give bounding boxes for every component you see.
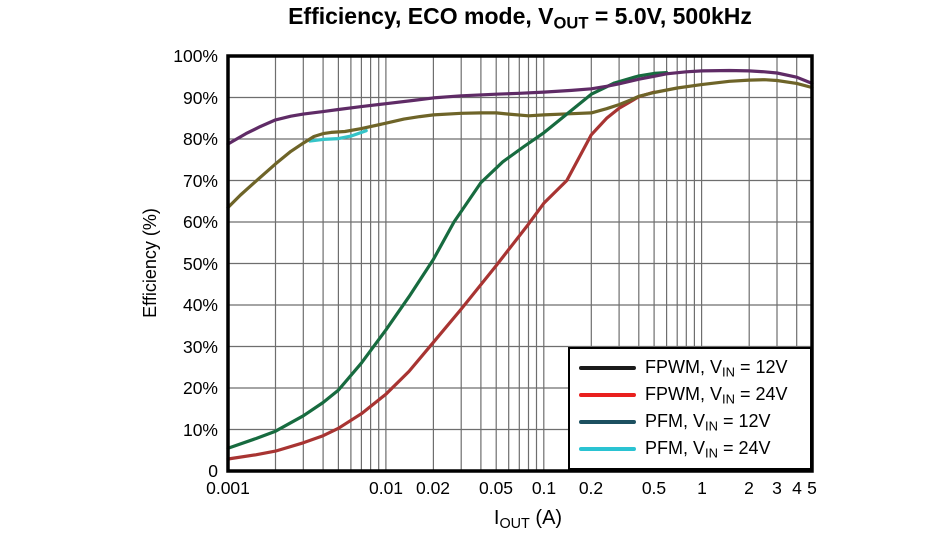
x-tick-label: 4 xyxy=(792,478,802,498)
chart-title-text-2: = 5.0V, 500kHz xyxy=(588,3,752,29)
y-tick-label: 10% xyxy=(182,420,218,440)
legend-line-swatch-icon xyxy=(579,447,636,451)
legend-item: FPWM, VIN = 12V xyxy=(579,355,810,382)
x-axis-label-subscript: OUT xyxy=(499,516,530,533)
y-tick-label: 80% xyxy=(182,129,218,149)
x-tick-label: 2 xyxy=(744,478,754,498)
series-line xyxy=(308,129,368,143)
chart-title: Efficiency, ECO mode, VOUT = 5.0V, 500kH… xyxy=(228,3,812,34)
legend-label: PFM, VIN = 12V xyxy=(645,410,771,434)
legend-label: PFM, VIN = 24V xyxy=(645,437,771,461)
x-axis-label-text: I xyxy=(493,507,500,529)
x-axis-label: IOUT (A) xyxy=(428,505,628,537)
x-tick-label: 0.5 xyxy=(641,478,667,498)
y-tick-label: 30% xyxy=(182,337,218,357)
chart-title-text: Efficiency, ECO mode, V xyxy=(288,3,554,29)
legend-line-swatch-icon xyxy=(579,366,636,370)
legend-item: PFM, VIN = 12V xyxy=(579,409,810,436)
y-tick-label: 20% xyxy=(182,378,218,398)
x-tick-label: 1 xyxy=(697,478,707,498)
x-tick-label: 0.1 xyxy=(531,478,557,498)
x-tick-label: 5 xyxy=(807,478,817,498)
y-tick-label: 60% xyxy=(182,212,218,232)
legend-label: FPWM, VIN = 12V xyxy=(645,356,788,380)
x-tick-label: 0.02 xyxy=(415,478,451,498)
y-tick-label: 0 xyxy=(208,461,218,481)
x-axis-label-text-2: (A) xyxy=(529,507,563,529)
legend-label: FPWM, VIN = 24V xyxy=(645,383,788,407)
legend-line-swatch-icon xyxy=(579,393,636,397)
series-line xyxy=(226,68,814,146)
x-tick-label: 0.05 xyxy=(478,478,514,498)
x-tick-label: 0.01 xyxy=(368,478,404,498)
y-tick-label: 100% xyxy=(173,46,218,66)
plot-frame xyxy=(226,54,814,473)
chart-title-subscript: OUT xyxy=(553,13,589,33)
legend-line-swatch-icon xyxy=(579,420,636,424)
x-tick-label: 0.2 xyxy=(578,478,604,498)
y-tick-label: 50% xyxy=(182,254,218,274)
y-tick-label: 90% xyxy=(182,88,218,108)
y-tick-label: 70% xyxy=(182,171,218,191)
series-line xyxy=(226,90,656,461)
legend: FPWM, VIN = 12V FPWM, VIN = 24V PFM, VIN =… xyxy=(568,347,812,470)
x-tick-label: 0.001 xyxy=(206,478,250,498)
y-tick-label: 40% xyxy=(182,295,218,315)
series-line xyxy=(226,78,814,210)
x-tick-label: 3 xyxy=(772,478,782,498)
legend-item: PFM, VIN = 24V xyxy=(579,436,810,463)
legend-item: FPWM, VIN = 24V xyxy=(579,382,810,409)
